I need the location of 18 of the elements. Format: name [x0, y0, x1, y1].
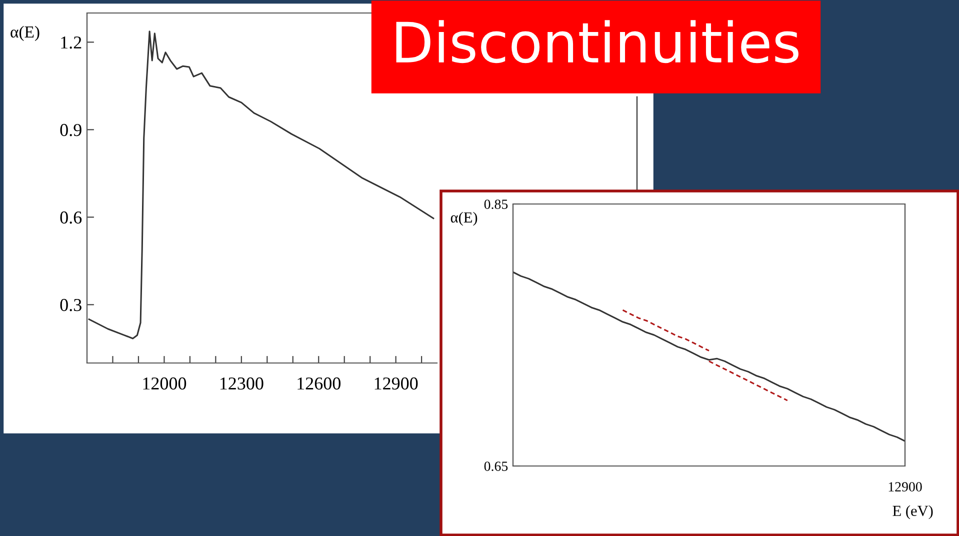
y-tick-label: 0.9 — [60, 124, 82, 136]
y-axis-title: α(E) — [450, 212, 478, 226]
line-series — [622, 309, 710, 352]
x-axis-title: E (eV) — [892, 505, 933, 520]
line-series — [513, 271, 905, 442]
y-tick-label: 1.2 — [61, 36, 82, 49]
y-tick-label: 0.3 — [60, 298, 82, 312]
y-tick-label: 0.6 — [60, 211, 82, 224]
text: 12900 — [888, 482, 922, 492]
line-series — [708, 360, 788, 402]
x-tick-label: 12300 — [220, 377, 264, 390]
x-tick-label: 12000 — [143, 377, 186, 390]
y-axis-title: α(E) — [10, 26, 40, 41]
x-tick-label: 12900 — [374, 377, 418, 390]
y-tick-label: 0.85 — [484, 200, 508, 210]
x-tick-label: 12600 — [298, 377, 340, 390]
y-tick-label: 0.65 — [484, 462, 508, 472]
text: Discontinuities — [396, 20, 798, 64]
